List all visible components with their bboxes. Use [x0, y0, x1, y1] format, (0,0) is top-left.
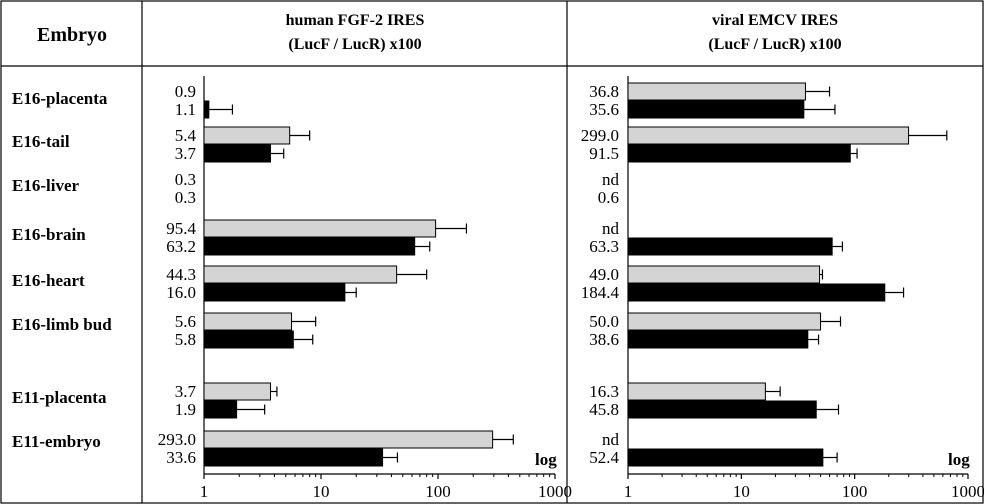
- emcv-value-label: 52.4: [589, 448, 619, 467]
- emcv-dark-bar: [627, 144, 851, 163]
- category-label: E16-tail: [12, 132, 70, 151]
- emcv-value-label: 45.8: [589, 400, 619, 419]
- fgf2-dark-bar: [203, 448, 384, 467]
- fgf2-dark-bar: [203, 237, 416, 256]
- category-label: E16-brain: [12, 225, 86, 244]
- fgf2-value-label: 33.6: [166, 448, 196, 467]
- panel1-title-line2: (LucF / LucR) x100: [288, 36, 421, 53]
- fgf2-value-label: 1.1: [175, 100, 196, 119]
- fgf2-value-label: 3.7: [175, 382, 197, 401]
- fgf2-log-scale-note: log: [535, 450, 557, 469]
- emcv-light-bar: [627, 312, 822, 331]
- fgf2-dark-bar: [203, 330, 294, 349]
- fgf2-light-bar: [203, 430, 494, 449]
- fgf2-dark-bar: [203, 144, 271, 163]
- emcv-value-label: 36.8: [589, 82, 619, 101]
- emcv-x-tick-label: 100: [842, 482, 868, 501]
- emcv-dark-bar: [627, 330, 809, 349]
- fgf2-ires-chart: 1 10 100 1000 log 0.9 5.4 0.3 95.4 44.3 5.6 3.7 293.…: [158, 76, 572, 501]
- fgf2-light-bar: [203, 312, 293, 331]
- fgf2-value-label: 3.7: [175, 144, 197, 163]
- emcv-light-bar: [627, 126, 910, 145]
- emcv-value-label: 16.3: [589, 382, 619, 401]
- fgf2-light-bar: [203, 219, 437, 238]
- fgf2-value-label: 16.0: [166, 283, 196, 302]
- emcv-light-bar: [627, 382, 766, 401]
- category-label: E16-limb bud: [12, 315, 112, 334]
- emcv-x-tick-label: 10: [733, 482, 750, 501]
- fgf2-light-bar: [203, 126, 291, 145]
- category-label: E11-placenta: [12, 388, 107, 407]
- emcv-value-label: 50.0: [589, 312, 619, 331]
- fgf2-value-label: 0.9: [175, 82, 196, 101]
- fgf2-value-label: 0.3: [175, 188, 196, 207]
- fgf2-x-tick-label: 100: [425, 482, 451, 501]
- emcv-dark-bar: [627, 283, 886, 302]
- fgf2-light-bar: [203, 382, 271, 401]
- fgf2-value-label: 5.6: [175, 312, 196, 331]
- panel2-title-line1: viral EMCV IRES: [712, 12, 838, 29]
- fgf2-x-tick-label: 1: [200, 482, 209, 501]
- fgf2-x-tick-label: 10: [313, 482, 330, 501]
- emcv-light-bar: [627, 265, 821, 284]
- fgf2-light-bar: [203, 265, 398, 284]
- fgf2-dark-bar: [203, 283, 346, 302]
- category-label: E11-embryo: [12, 432, 101, 451]
- emcv-value-label: 91.5: [589, 144, 619, 163]
- fgf2-dark-bar: [203, 400, 238, 419]
- fgf2-value-label: 293.0: [158, 430, 196, 449]
- category-label: E16-heart: [12, 271, 85, 290]
- fgf2-value-label: 5.8: [175, 330, 196, 349]
- fgf2-x-tick-label: 1000: [538, 482, 572, 501]
- emcv-value-label: nd: [602, 219, 620, 238]
- emcv-x-tick-label: 1: [624, 482, 633, 501]
- emcv-value-label: nd: [602, 170, 620, 189]
- panel1-title-line1: human FGF-2 IRES: [286, 12, 425, 29]
- emcv-dark-bar: [627, 400, 817, 419]
- embryo-column-header: Embryo: [37, 24, 107, 46]
- category-label: E16-placenta: [12, 89, 108, 108]
- emcv-value-label: 299.0: [581, 126, 619, 145]
- panel2-title-line2: (LucF / LucR) x100: [708, 36, 841, 53]
- fgf2-value-label: 44.3: [166, 265, 196, 284]
- emcv-light-bar: [627, 82, 806, 101]
- emcv-value-label: 63.3: [589, 237, 619, 256]
- emcv-dark-bar: [627, 448, 824, 467]
- category-label: E16-liver: [12, 176, 79, 195]
- emcv-ires-chart: 1 10 100 1000 log 36.8 299.0 nd nd 49.0 50.0 16.3 nd…: [581, 76, 984, 501]
- fgf2-value-label: 95.4: [166, 219, 196, 238]
- emcv-log-scale-note: log: [948, 450, 970, 469]
- fgf2-dark-bar: [203, 100, 210, 119]
- fgf2-value-label: 5.4: [175, 126, 197, 145]
- emcv-value-label: 38.6: [589, 330, 619, 349]
- emcv-value-label: 49.0: [589, 265, 619, 284]
- fgf2-value-label: 1.9: [175, 400, 196, 419]
- fgf2-value-label: 63.2: [166, 237, 196, 256]
- emcv-value-label: nd: [602, 430, 620, 449]
- emcv-value-label: 35.6: [589, 100, 619, 119]
- emcv-value-label: 0.6: [598, 188, 619, 207]
- emcv-dark-bar: [627, 100, 805, 119]
- fgf2-value-label: 0.3: [175, 170, 196, 189]
- emcv-dark-bar: [627, 237, 833, 256]
- emcv-value-label: 184.4: [581, 283, 620, 302]
- emcv-x-tick-label: 1000: [951, 482, 984, 501]
